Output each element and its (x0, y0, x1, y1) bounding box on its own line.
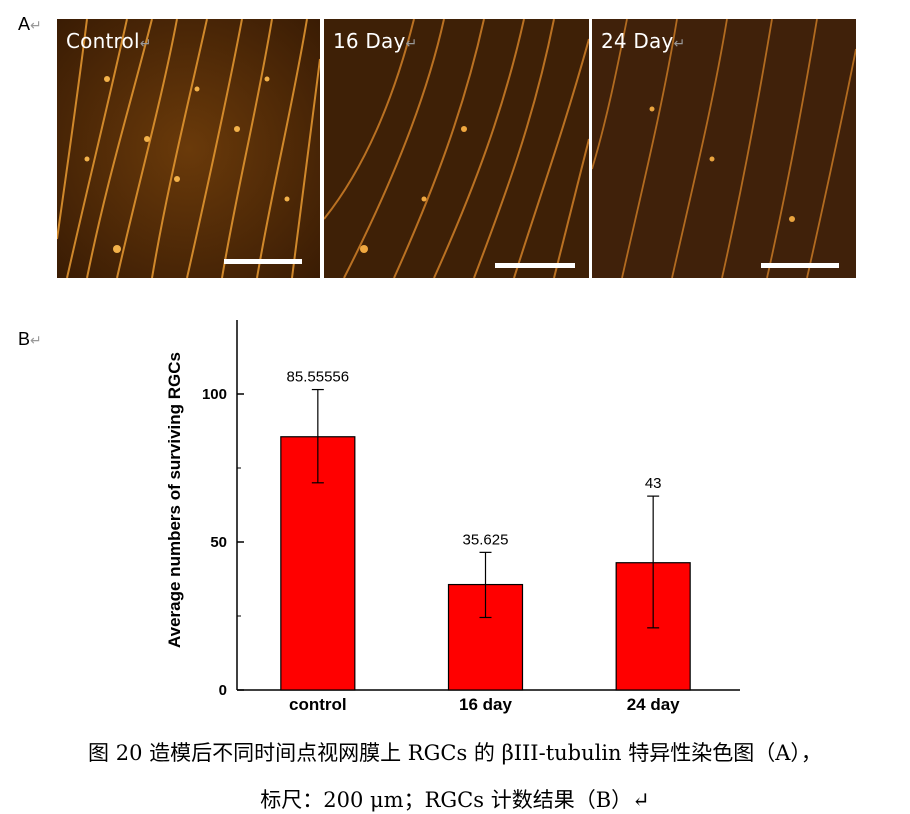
figure-caption-line-1: 图 20 造模后不同时间点视网膜上 RGCs 的 βIII-tubulin 特异… (88, 741, 822, 765)
micrograph-24-day: 24 Day↵ (592, 19, 856, 278)
micrograph-control: Control↵ (57, 19, 320, 278)
scale-bar (761, 263, 839, 268)
panel-a-letter: A↵ (18, 14, 42, 34)
data-label: 43 (645, 475, 662, 492)
x-tick-label: 24 day (627, 695, 680, 714)
micrograph-image (592, 19, 856, 278)
y-tick-label: 0 (219, 682, 227, 699)
data-label: 85.55556 (287, 369, 350, 386)
scale-bar (495, 263, 575, 268)
micrograph-label: 16 Day↵ (333, 29, 418, 53)
micrograph-image (57, 19, 320, 278)
x-tick-label: control (289, 695, 347, 714)
y-axis-label: Average numbers of surviving RGCs (165, 352, 184, 648)
figure-caption-line-2: 标尺：200 μm；RGCs 计数结果（B）↵ (260, 788, 650, 812)
bar-chart: Average numbers of surviving RGCs 0 50 100… (165, 320, 740, 714)
data-label: 35.625 (463, 531, 509, 548)
panel-b-letter: B↵ (18, 329, 42, 349)
micrograph-label: 24 Day↵ (601, 29, 686, 53)
scale-bar (224, 259, 302, 264)
micrograph-16-day: 16 Day↵ (324, 19, 589, 278)
micrograph-label: Control↵ (66, 29, 152, 53)
x-tick-label: 16 day (459, 695, 512, 714)
y-tick-label: 50 (210, 534, 227, 551)
micrograph-image (324, 19, 589, 278)
y-tick-label: 100 (202, 386, 227, 403)
